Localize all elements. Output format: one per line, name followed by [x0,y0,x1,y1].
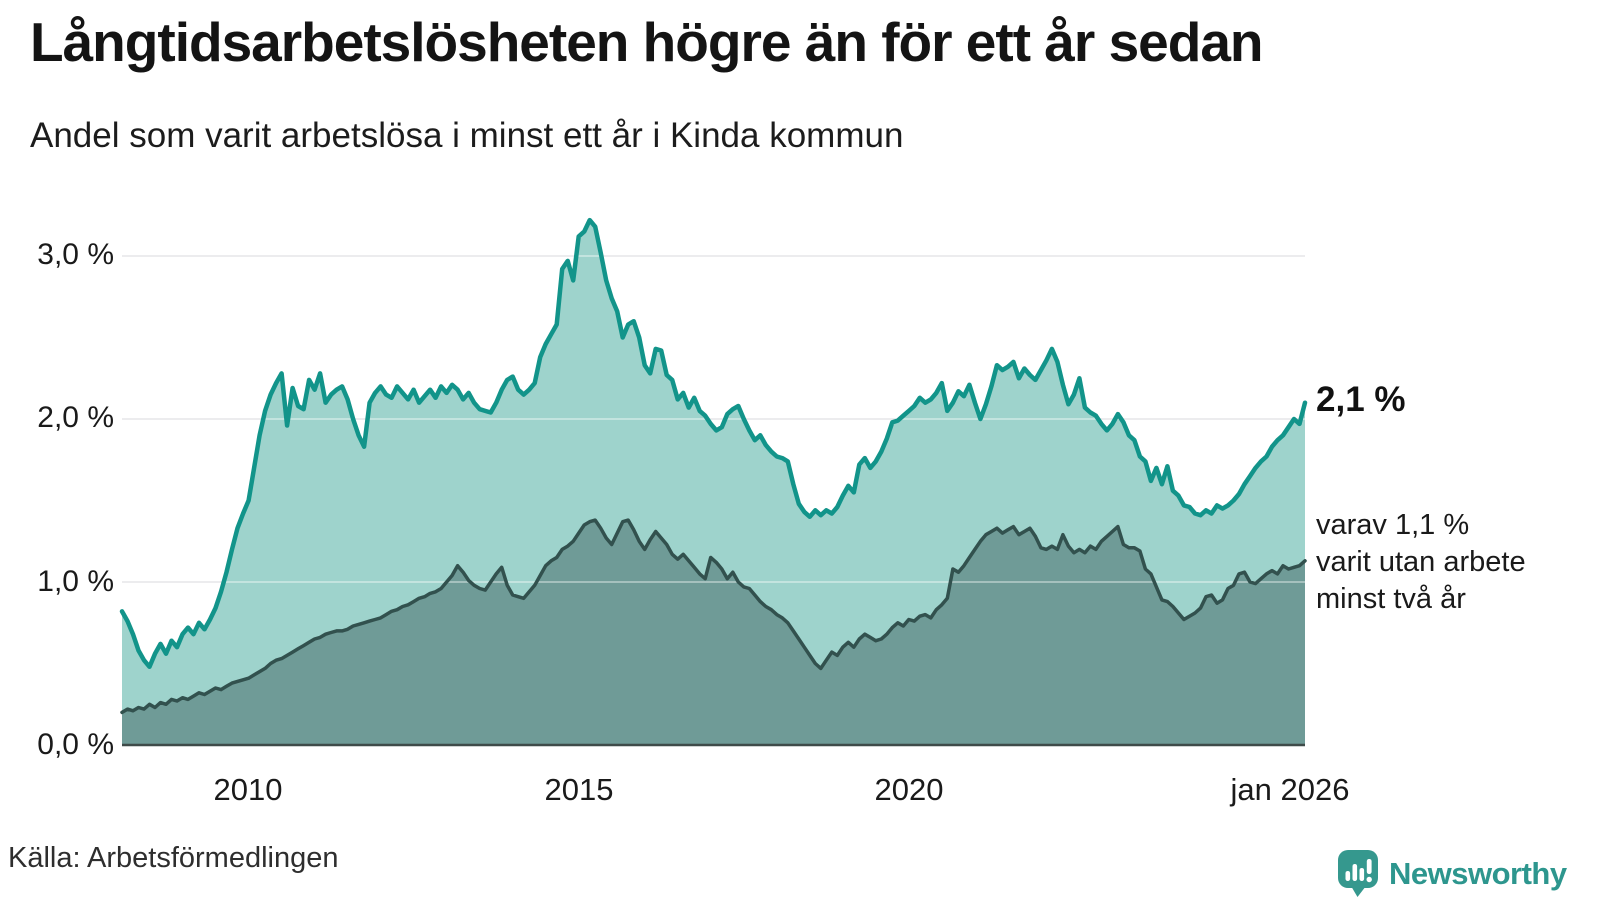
series2-area [122,520,1305,745]
series2-annotation-line2: varit utan arbete [1316,546,1526,578]
newsworthy-logo-text: Newsworthy [1389,856,1567,891]
series1-end-value-label: 2,1 % [1316,380,1406,419]
page-title: Långtidsarbetslösheten högre än för ett … [30,11,1264,73]
source-note: Källa: Arbetsförmedlingen [8,842,339,874]
series1-line [119,217,1308,670]
x-axis-tick-2010: 2010 [213,772,283,807]
series2-line [120,518,1307,715]
page-subtitle: Andel som varit arbetslösa i minst ett å… [30,116,904,155]
x-axis-tick-2015: 2015 [544,772,614,807]
newsworthy-logo: Newsworthy [1338,850,1567,898]
x-axis-tick-jan-2026: jan 2026 [1230,772,1350,807]
series2-annotation: varav 1,1 % varit utan arbete minst två … [1316,507,1526,618]
series2-annotation-line1: varav 1,1 % [1316,509,1470,541]
y-axis-tick-3: 3,0 % [37,238,114,271]
newsworthy-logo-icon [1338,850,1378,897]
y-axis-tick-0: 0,0 % [37,728,114,761]
series2-annotation-line3: minst två år [1316,583,1466,615]
y-axis-tick-1: 1,0 % [37,565,114,598]
x-axis-tick-2020: 2020 [874,772,944,807]
y-axis-tick-2: 2,0 % [37,401,114,434]
